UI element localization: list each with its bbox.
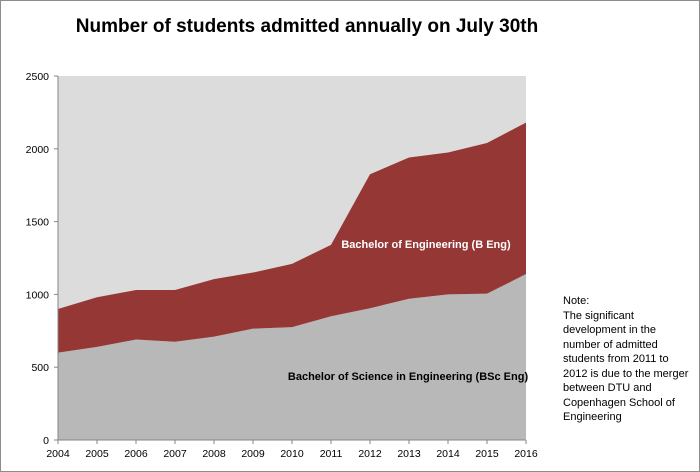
note-text: The significant development in the numbe… <box>563 309 689 424</box>
x-tick-label: 2015 <box>475 448 499 460</box>
series-labels: Bachelor of Science in Engineering (BSc … <box>288 239 529 383</box>
series-label-2: Bachelor of Engineering (B Eng) <box>341 239 511 251</box>
area-series-1 <box>58 274 526 440</box>
y-tick-label: 1000 <box>26 289 50 301</box>
x-tick-label: 2016 <box>514 448 538 460</box>
area-series-group <box>58 122 526 440</box>
x-tick-label: 2013 <box>397 448 421 460</box>
y-tick-label: 0 <box>43 435 49 447</box>
x-tick-label: 2014 <box>436 448 460 460</box>
x-tick-label: 2011 <box>320 448 343 460</box>
y-tick-label: 500 <box>31 362 49 374</box>
x-tick-label: 2008 <box>202 448 226 460</box>
x-tick-label: 2007 <box>163 448 187 460</box>
x-tick-label: 2009 <box>241 448 265 460</box>
x-tick-label: 2004 <box>46 448 70 460</box>
note-title: Note: <box>563 295 590 307</box>
x-tick-label: 2005 <box>85 448 109 460</box>
x-tick-label: 2010 <box>280 448 304 460</box>
y-tick-label: 2000 <box>26 144 50 156</box>
x-tick-label: 2012 <box>358 448 382 460</box>
y-tick-label: 1500 <box>26 217 50 229</box>
axes: 0 500 1000 1500 2000 2500 2004 2005 2006 2007 2008… <box>26 71 538 460</box>
note-box: Note: The significant development in the… <box>563 294 693 425</box>
y-tick-label: 2500 <box>26 71 50 83</box>
chart-title: Number of students admitted annually on … <box>76 16 538 37</box>
area-series-2 <box>58 122 526 353</box>
x-tick-label: 2006 <box>124 448 148 460</box>
series-label-1: Bachelor of Science in Engineering (BSc … <box>288 371 529 383</box>
